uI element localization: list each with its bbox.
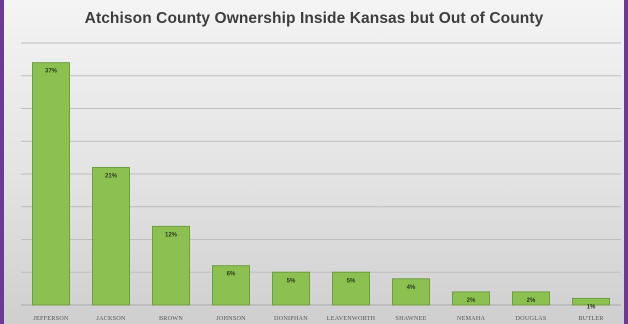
x-tick-label: JOHNSON [216,315,246,322]
bar-jackson [92,166,130,306]
data-label: 5% [287,278,296,284]
data-label: 6% [227,272,236,278]
data-label: 2% [527,298,536,304]
data-label: 4% [407,285,416,291]
bar-brown [152,225,190,306]
bar-jefferson [32,62,70,306]
bars [32,62,610,306]
data-label: 12% [165,232,178,238]
chart-title: Atchison County Ownership Inside Kansas … [84,10,544,27]
bar-douglas [512,291,550,306]
data-labels: 37% 21% 12% 6% 5% 5% 4% 2% 2% 1% [45,69,596,311]
x-tick-label: JEFFERSON [33,315,68,322]
x-tick-label: DOUGLAS [516,315,547,322]
x-tick-label: NEMAHA [457,315,486,322]
x-tick-label: JACKSON [96,315,126,322]
x-tick-label: BROWN [159,315,183,322]
bar-johnson [212,265,250,306]
x-tick-label: DONIPHAN [274,315,308,322]
data-label: 1% [587,304,596,310]
bar-leavenworth [332,271,370,306]
chart-frame: Atchison County Ownership Inside Kansas … [4,0,624,324]
data-label: 37% [45,69,58,75]
x-tick-label: LEAVENWORTH [327,315,376,322]
x-tick-label: BUTLER [578,315,604,322]
bar-doniphan [272,271,310,306]
data-label: 21% [105,173,118,179]
data-label: 5% [347,278,356,284]
category-axis: JEFFERSON JACKSON BROWN JOHNSON DONIPHAN LEAV… [33,315,604,322]
x-tick-label: SHAWNEE [395,315,426,322]
data-label: 2% [467,298,476,304]
bar-butler [572,297,610,306]
bar-shawnee [392,278,430,306]
bar-nemaha [452,291,490,306]
bar-chart: 37% 21% 12% 6% 5% 5% 4% 2% 2% 1% JEFFERSON JACKSON… [21,42,621,322]
